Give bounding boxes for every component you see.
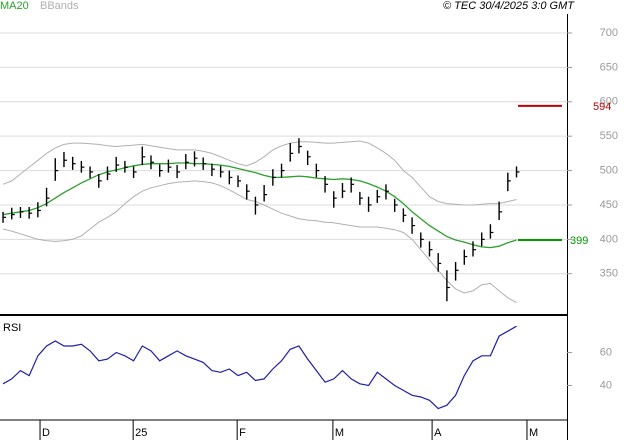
rsi-title: RSI bbox=[3, 322, 21, 334]
x-tick-label: A bbox=[434, 427, 442, 439]
ma-line bbox=[2, 162, 517, 249]
bband-upper bbox=[2, 140, 517, 206]
x-tick-label: F bbox=[239, 427, 246, 439]
y-tick-label: 600 bbox=[600, 96, 618, 108]
y-tick-label: 40 bbox=[600, 379, 612, 391]
y-tick-label: 700 bbox=[600, 27, 618, 39]
rsi-line bbox=[2, 325, 517, 410]
bband-lower bbox=[2, 180, 517, 304]
x-tick-label: D bbox=[42, 427, 50, 439]
x-tick-label: 25 bbox=[135, 427, 147, 439]
y-tick-label: 650 bbox=[600, 61, 618, 73]
x-tick-label: M bbox=[335, 427, 344, 439]
level-label: 399 bbox=[570, 235, 588, 247]
source: © TEC 30/4/2025 3:0 GMT bbox=[443, 0, 575, 12]
legend-ma: MA20 bbox=[0, 0, 29, 12]
legend-bbands: BBands bbox=[40, 0, 79, 12]
y-tick-label: 550 bbox=[600, 130, 618, 142]
level-label: 594 bbox=[593, 101, 611, 113]
y-tick-label: 60 bbox=[600, 346, 612, 358]
y-tick-label: 450 bbox=[600, 199, 618, 211]
y-tick-label: 500 bbox=[600, 164, 618, 176]
y-tick-label: 350 bbox=[600, 268, 618, 280]
y-tick-label: 400 bbox=[600, 233, 618, 245]
x-tick-label: M bbox=[529, 427, 538, 439]
